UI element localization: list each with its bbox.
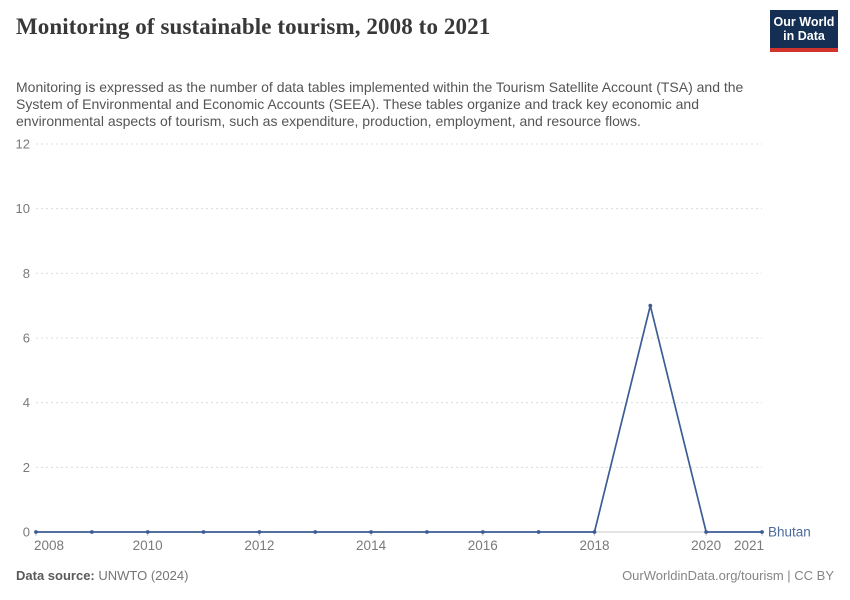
data-point-marker[interactable]	[704, 530, 709, 534]
data-point-marker[interactable]	[145, 530, 150, 534]
owid-logo-line1: Our World	[773, 15, 835, 29]
data-point-marker[interactable]	[201, 530, 206, 534]
x-tick-label: 2018	[579, 538, 609, 553]
x-tick-label: 2012	[244, 538, 274, 553]
series-line[interactable]	[35, 304, 763, 533]
x-tick-label: 2020	[691, 538, 721, 553]
x-tick-label: 2008	[34, 538, 64, 553]
credit-link[interactable]: OurWorldinData.org/tourism | CC BY	[622, 568, 834, 583]
y-tick-label: 2	[23, 460, 30, 475]
data-point-marker[interactable]	[313, 530, 318, 534]
data-point-marker[interactable]	[425, 530, 429, 534]
y-tick-label: 10	[16, 201, 30, 216]
data-source-value: UNWTO (2024)	[98, 568, 189, 583]
data-point-marker[interactable]	[592, 530, 597, 534]
series-entity-label[interactable]: Bhutan	[768, 525, 811, 540]
data-point-marker[interactable]	[34, 530, 38, 534]
y-tick-label: 8	[23, 266, 30, 281]
data-point-marker[interactable]	[369, 530, 373, 534]
x-tick-label: 2021	[734, 538, 764, 553]
owid-logo[interactable]: Our World in Data	[770, 10, 838, 52]
data-source: Data source: UNWTO (2024)	[16, 568, 188, 583]
chart-subtitle: Monitoring is expressed as the number of…	[16, 79, 744, 129]
y-tick-label: 0	[23, 525, 30, 540]
chart-footer: Data source: UNWTO (2024) OurWorldinData…	[16, 568, 834, 583]
x-tick-label: 2014	[356, 538, 387, 553]
data-point-marker[interactable]	[536, 530, 541, 534]
y-tick-label: 12	[16, 137, 30, 152]
data-point-marker[interactable]	[257, 530, 262, 534]
line-chart-svg[interactable]: 0 2 4 6 8 10 12 2008 2010 2012 2014 2016 2018 2020 202…	[0, 130, 850, 570]
data-point-marker[interactable]	[89, 530, 94, 534]
owid-logo-line2: in Data	[783, 29, 825, 43]
y-tick-label: 6	[23, 331, 30, 346]
data-source-label: Data source:	[16, 568, 95, 583]
x-tick-label: 2016	[468, 538, 498, 553]
y-tick-label: 4	[23, 395, 30, 410]
data-point-marker[interactable]	[648, 303, 653, 308]
x-tick-label: 2010	[133, 538, 163, 553]
data-point-marker[interactable]	[480, 530, 485, 534]
data-point-marker[interactable]	[760, 530, 764, 534]
page-title: Monitoring of sustainable tourism, 2008 …	[16, 14, 491, 39]
